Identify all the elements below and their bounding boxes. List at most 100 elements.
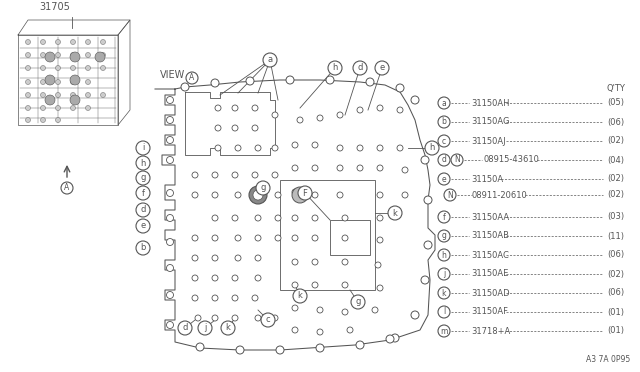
Bar <box>280 180 375 290</box>
Circle shape <box>312 165 318 171</box>
Text: l: l <box>443 308 445 317</box>
Circle shape <box>357 107 363 113</box>
Circle shape <box>215 145 221 151</box>
Circle shape <box>272 172 278 178</box>
Circle shape <box>438 116 450 128</box>
Circle shape <box>293 289 307 303</box>
Circle shape <box>212 295 218 301</box>
Circle shape <box>353 61 367 75</box>
Circle shape <box>100 52 106 58</box>
Circle shape <box>70 93 76 97</box>
Text: 31150AD: 31150AD <box>471 289 509 298</box>
Circle shape <box>391 334 399 342</box>
Text: k: k <box>298 292 303 301</box>
Circle shape <box>292 282 298 288</box>
Circle shape <box>166 137 173 144</box>
Circle shape <box>255 275 261 281</box>
Circle shape <box>211 79 219 87</box>
Circle shape <box>366 78 374 86</box>
Text: f: f <box>443 212 445 221</box>
Circle shape <box>424 196 432 204</box>
Text: (02): (02) <box>607 269 624 279</box>
Circle shape <box>375 61 389 75</box>
Circle shape <box>342 259 348 265</box>
Circle shape <box>438 306 450 318</box>
Circle shape <box>292 305 298 311</box>
Circle shape <box>192 275 198 281</box>
Circle shape <box>70 95 80 105</box>
Circle shape <box>375 262 381 268</box>
Circle shape <box>276 346 284 354</box>
Circle shape <box>438 325 450 337</box>
Text: VIEW: VIEW <box>160 70 185 80</box>
Circle shape <box>181 83 189 91</box>
Circle shape <box>232 105 238 111</box>
Text: 31150AH: 31150AH <box>471 99 509 108</box>
Circle shape <box>386 335 394 343</box>
Circle shape <box>192 255 198 261</box>
Text: h: h <box>442 250 447 260</box>
Circle shape <box>312 259 318 265</box>
Circle shape <box>212 255 218 261</box>
Circle shape <box>292 142 298 148</box>
Text: 31150AJ: 31150AJ <box>471 137 506 145</box>
Circle shape <box>232 172 238 178</box>
Circle shape <box>292 327 298 333</box>
Circle shape <box>275 192 281 198</box>
Circle shape <box>212 215 218 221</box>
Circle shape <box>316 344 324 352</box>
Circle shape <box>286 76 294 84</box>
Circle shape <box>215 105 221 111</box>
Circle shape <box>192 192 198 198</box>
Circle shape <box>86 80 90 84</box>
Circle shape <box>272 112 278 118</box>
Circle shape <box>357 145 363 151</box>
Text: a: a <box>442 99 446 108</box>
Circle shape <box>356 341 364 349</box>
Circle shape <box>255 145 261 151</box>
Circle shape <box>56 93 61 97</box>
Text: b: b <box>140 244 146 253</box>
Circle shape <box>235 255 241 261</box>
Circle shape <box>372 307 378 313</box>
Text: c: c <box>266 315 270 324</box>
Circle shape <box>100 93 106 97</box>
Circle shape <box>411 311 419 319</box>
Text: g: g <box>442 231 447 241</box>
Circle shape <box>337 165 343 171</box>
Circle shape <box>235 235 241 241</box>
Circle shape <box>70 65 76 71</box>
Text: k: k <box>392 208 397 218</box>
Circle shape <box>275 215 281 221</box>
Circle shape <box>263 53 277 67</box>
Text: d: d <box>357 64 363 73</box>
Circle shape <box>255 192 261 198</box>
Circle shape <box>136 241 150 255</box>
Circle shape <box>212 172 218 178</box>
Text: A: A <box>189 74 195 83</box>
Text: i: i <box>142 144 144 153</box>
Circle shape <box>56 65 61 71</box>
Text: j: j <box>443 269 445 279</box>
Circle shape <box>136 203 150 217</box>
Text: (06): (06) <box>607 118 624 126</box>
Circle shape <box>70 52 80 62</box>
Circle shape <box>397 107 403 113</box>
Circle shape <box>166 264 173 272</box>
Circle shape <box>26 80 31 84</box>
Circle shape <box>235 192 241 198</box>
Circle shape <box>166 189 173 196</box>
Circle shape <box>297 117 303 123</box>
Text: (06): (06) <box>607 250 624 260</box>
Text: (01): (01) <box>607 327 624 336</box>
Circle shape <box>186 72 198 84</box>
Text: a: a <box>268 55 273 64</box>
Text: h: h <box>429 144 435 153</box>
Circle shape <box>196 343 204 351</box>
Circle shape <box>70 52 76 58</box>
Circle shape <box>136 141 150 155</box>
Circle shape <box>347 327 353 333</box>
Text: A3 7A 0P95: A3 7A 0P95 <box>586 355 630 364</box>
Circle shape <box>351 295 365 309</box>
Circle shape <box>166 215 173 221</box>
